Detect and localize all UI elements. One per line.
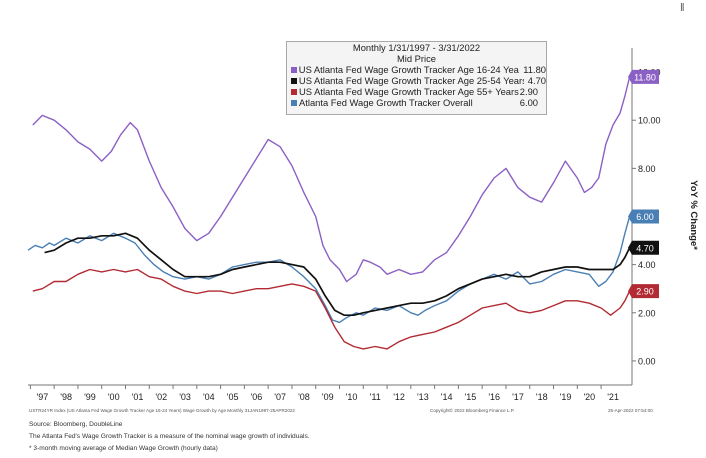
corner-mark: ǁ [680, 2, 685, 14]
y-tick-label: 10.00 [638, 116, 661, 126]
x-tick-label: '02 [155, 392, 167, 402]
x-tick-label: '04 [203, 392, 215, 402]
legend-value: 6.00 [519, 97, 538, 108]
x-tick-label: '17 [512, 392, 524, 402]
x-tick-label: '07 [274, 392, 286, 402]
x-tick-label: '99 [84, 392, 96, 402]
series-lines [27, 76, 631, 350]
legend-label: US Atlanta Fed Wage Growth Tracker Age 2… [298, 75, 524, 86]
legend-value: 11.80 [523, 64, 546, 75]
legend-item-55-plus: US Atlanta Fed Wage Growth Tracker Age 5… [287, 86, 546, 97]
x-tick-label: '20 [583, 392, 595, 402]
legend-title: Monthly 1/31/1997 - 3/31/2022 [352, 42, 481, 53]
legend-label: US Atlanta Fed Wage Growth Tracker Age 5… [299, 86, 519, 97]
x-tick-label: '16 [488, 392, 500, 402]
y-tick-label: 4.00 [638, 260, 656, 270]
y-axis-label: YoY % Change* [688, 180, 699, 250]
x-tick-label: '15 [465, 392, 477, 402]
index-line: USTR24YR Index (US Atlanta Fed Wage Grow… [29, 408, 295, 413]
end-badge-value: 11.80 [634, 72, 656, 82]
x-axis-ticks: '97 '98 '99 '00 '01 '02 '03 '04 '05 '06 '07 '08 '09 '… [29, 385, 619, 402]
x-tick-label: '11 [370, 392, 381, 402]
x-tick-label: '97 [37, 392, 49, 402]
y-tick-label: 0.00 [638, 356, 656, 366]
y-tick-label: 8.00 [638, 164, 656, 174]
copyright: Copyright© 2022 Bloomberg Finance L.P. [430, 408, 515, 413]
end-badge-bg [628, 69, 659, 84]
y-tick-label: 2.00 [638, 308, 656, 318]
end-value-badges: 11.80 4.70 2.90 6.00 [628, 69, 659, 299]
legend-label: US Atlanta Fed Wage Growth Tracker Age 1… [298, 64, 520, 75]
footnote: * 3-month moving average of Median Wage … [29, 445, 218, 452]
series-line [32, 76, 631, 283]
legend-swatch [291, 88, 297, 95]
x-tick-label: '06 [251, 392, 263, 402]
legend-swatch [291, 66, 297, 73]
x-tick-label: '00 [108, 392, 120, 402]
x-tick-label: '05 [227, 392, 239, 402]
chart-legend: Monthly 1/31/1997 - 3/31/2022 Mid Price … [286, 41, 547, 115]
x-tick-label: '18 [536, 392, 548, 402]
x-tick-label: '09 [322, 392, 334, 402]
end-badge-value: 2.90 [636, 287, 654, 297]
end-badge-bg [628, 240, 659, 255]
series-line [44, 232, 631, 317]
legend-swatch [291, 77, 297, 84]
x-tick-label: '12 [393, 392, 405, 402]
legend-swatch [291, 99, 297, 106]
x-tick-label: '14 [441, 392, 453, 402]
legend-subtitle: Mid Price [396, 53, 437, 64]
x-tick-label: '03 [179, 392, 191, 402]
x-tick-label: '19 [560, 392, 572, 402]
legend-value: 4.70 [527, 75, 546, 86]
series-line [27, 216, 631, 324]
end-badge-bg [628, 284, 659, 299]
description-note: The Atlanta Fed's Wage Growth Tracker is… [29, 433, 310, 440]
x-tick-label: '21 [607, 392, 619, 402]
series-line [32, 268, 631, 350]
legend-item-25-54: US Atlanta Fed Wage Growth Tracker Age 2… [287, 75, 546, 86]
timestamp: 25-Apr-2022 07:54:00 [608, 408, 653, 413]
x-tick-label: '08 [298, 392, 310, 402]
legend-label: Atlanta Fed Wage Growth Tracker Overall [299, 97, 473, 108]
x-tick-label: '13 [417, 392, 429, 402]
end-badge-value: 4.70 [636, 243, 654, 253]
end-badge-value: 6.00 [636, 212, 654, 222]
end-badge-bg [628, 209, 659, 224]
x-tick-label: '01 [132, 392, 144, 402]
x-tick-label: '10 [346, 392, 358, 402]
x-tick-label: '98 [60, 392, 72, 402]
source-note: Source: Bloomberg, DoubleLine [29, 421, 123, 428]
legend-value: 2.90 [519, 86, 538, 97]
legend-item-overall: Atlanta Fed Wage Growth Tracker Overall … [287, 97, 546, 108]
legend-item-16-24: US Atlanta Fed Wage Growth Tracker Age 1… [287, 64, 546, 75]
